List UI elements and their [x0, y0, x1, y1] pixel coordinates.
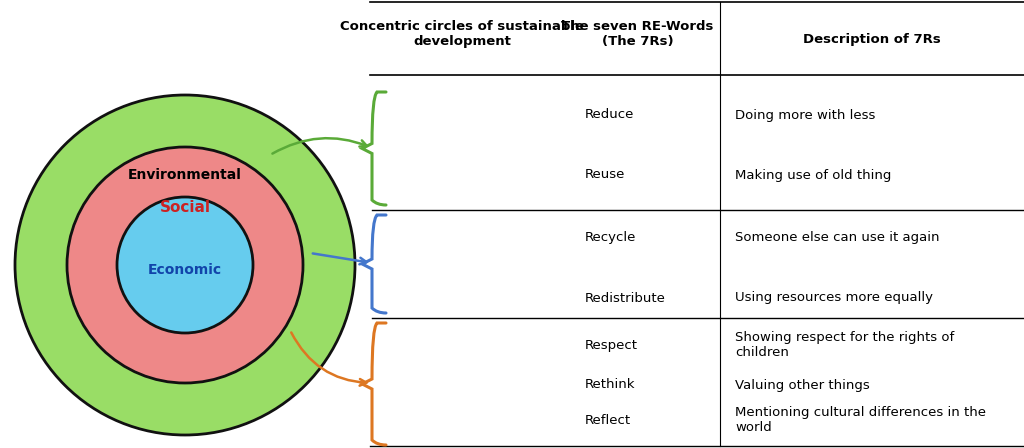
- Text: Making use of old thing: Making use of old thing: [735, 168, 891, 181]
- Text: Valuing other things: Valuing other things: [735, 379, 869, 392]
- Text: Someone else can use it again: Someone else can use it again: [735, 231, 939, 244]
- Text: Social: Social: [160, 199, 211, 215]
- Text: Reuse: Reuse: [585, 168, 626, 181]
- Text: Redistribute: Redistribute: [585, 292, 666, 305]
- Circle shape: [117, 197, 253, 333]
- Circle shape: [67, 147, 303, 383]
- Text: Using resources more equally: Using resources more equally: [735, 292, 933, 305]
- Text: Reflect: Reflect: [585, 414, 631, 426]
- Text: The seven RE-Words
(The 7Rs): The seven RE-Words (The 7Rs): [561, 20, 714, 47]
- Text: Showing respect for the rights of
children: Showing respect for the rights of childr…: [735, 331, 954, 359]
- Text: Respect: Respect: [585, 339, 638, 352]
- Text: Reduce: Reduce: [585, 108, 635, 121]
- Text: Rethink: Rethink: [585, 379, 636, 392]
- Text: Description of 7Rs: Description of 7Rs: [803, 33, 941, 46]
- Text: Environmental: Environmental: [128, 168, 242, 182]
- Circle shape: [15, 95, 355, 435]
- Text: Mentioning cultural differences in the
world: Mentioning cultural differences in the w…: [735, 406, 986, 434]
- Text: Doing more with less: Doing more with less: [735, 108, 876, 121]
- Text: Economic: Economic: [147, 263, 222, 277]
- Text: Concentric circles of sustainable
development: Concentric circles of sustainable develo…: [341, 20, 585, 47]
- Text: Recycle: Recycle: [585, 231, 636, 244]
